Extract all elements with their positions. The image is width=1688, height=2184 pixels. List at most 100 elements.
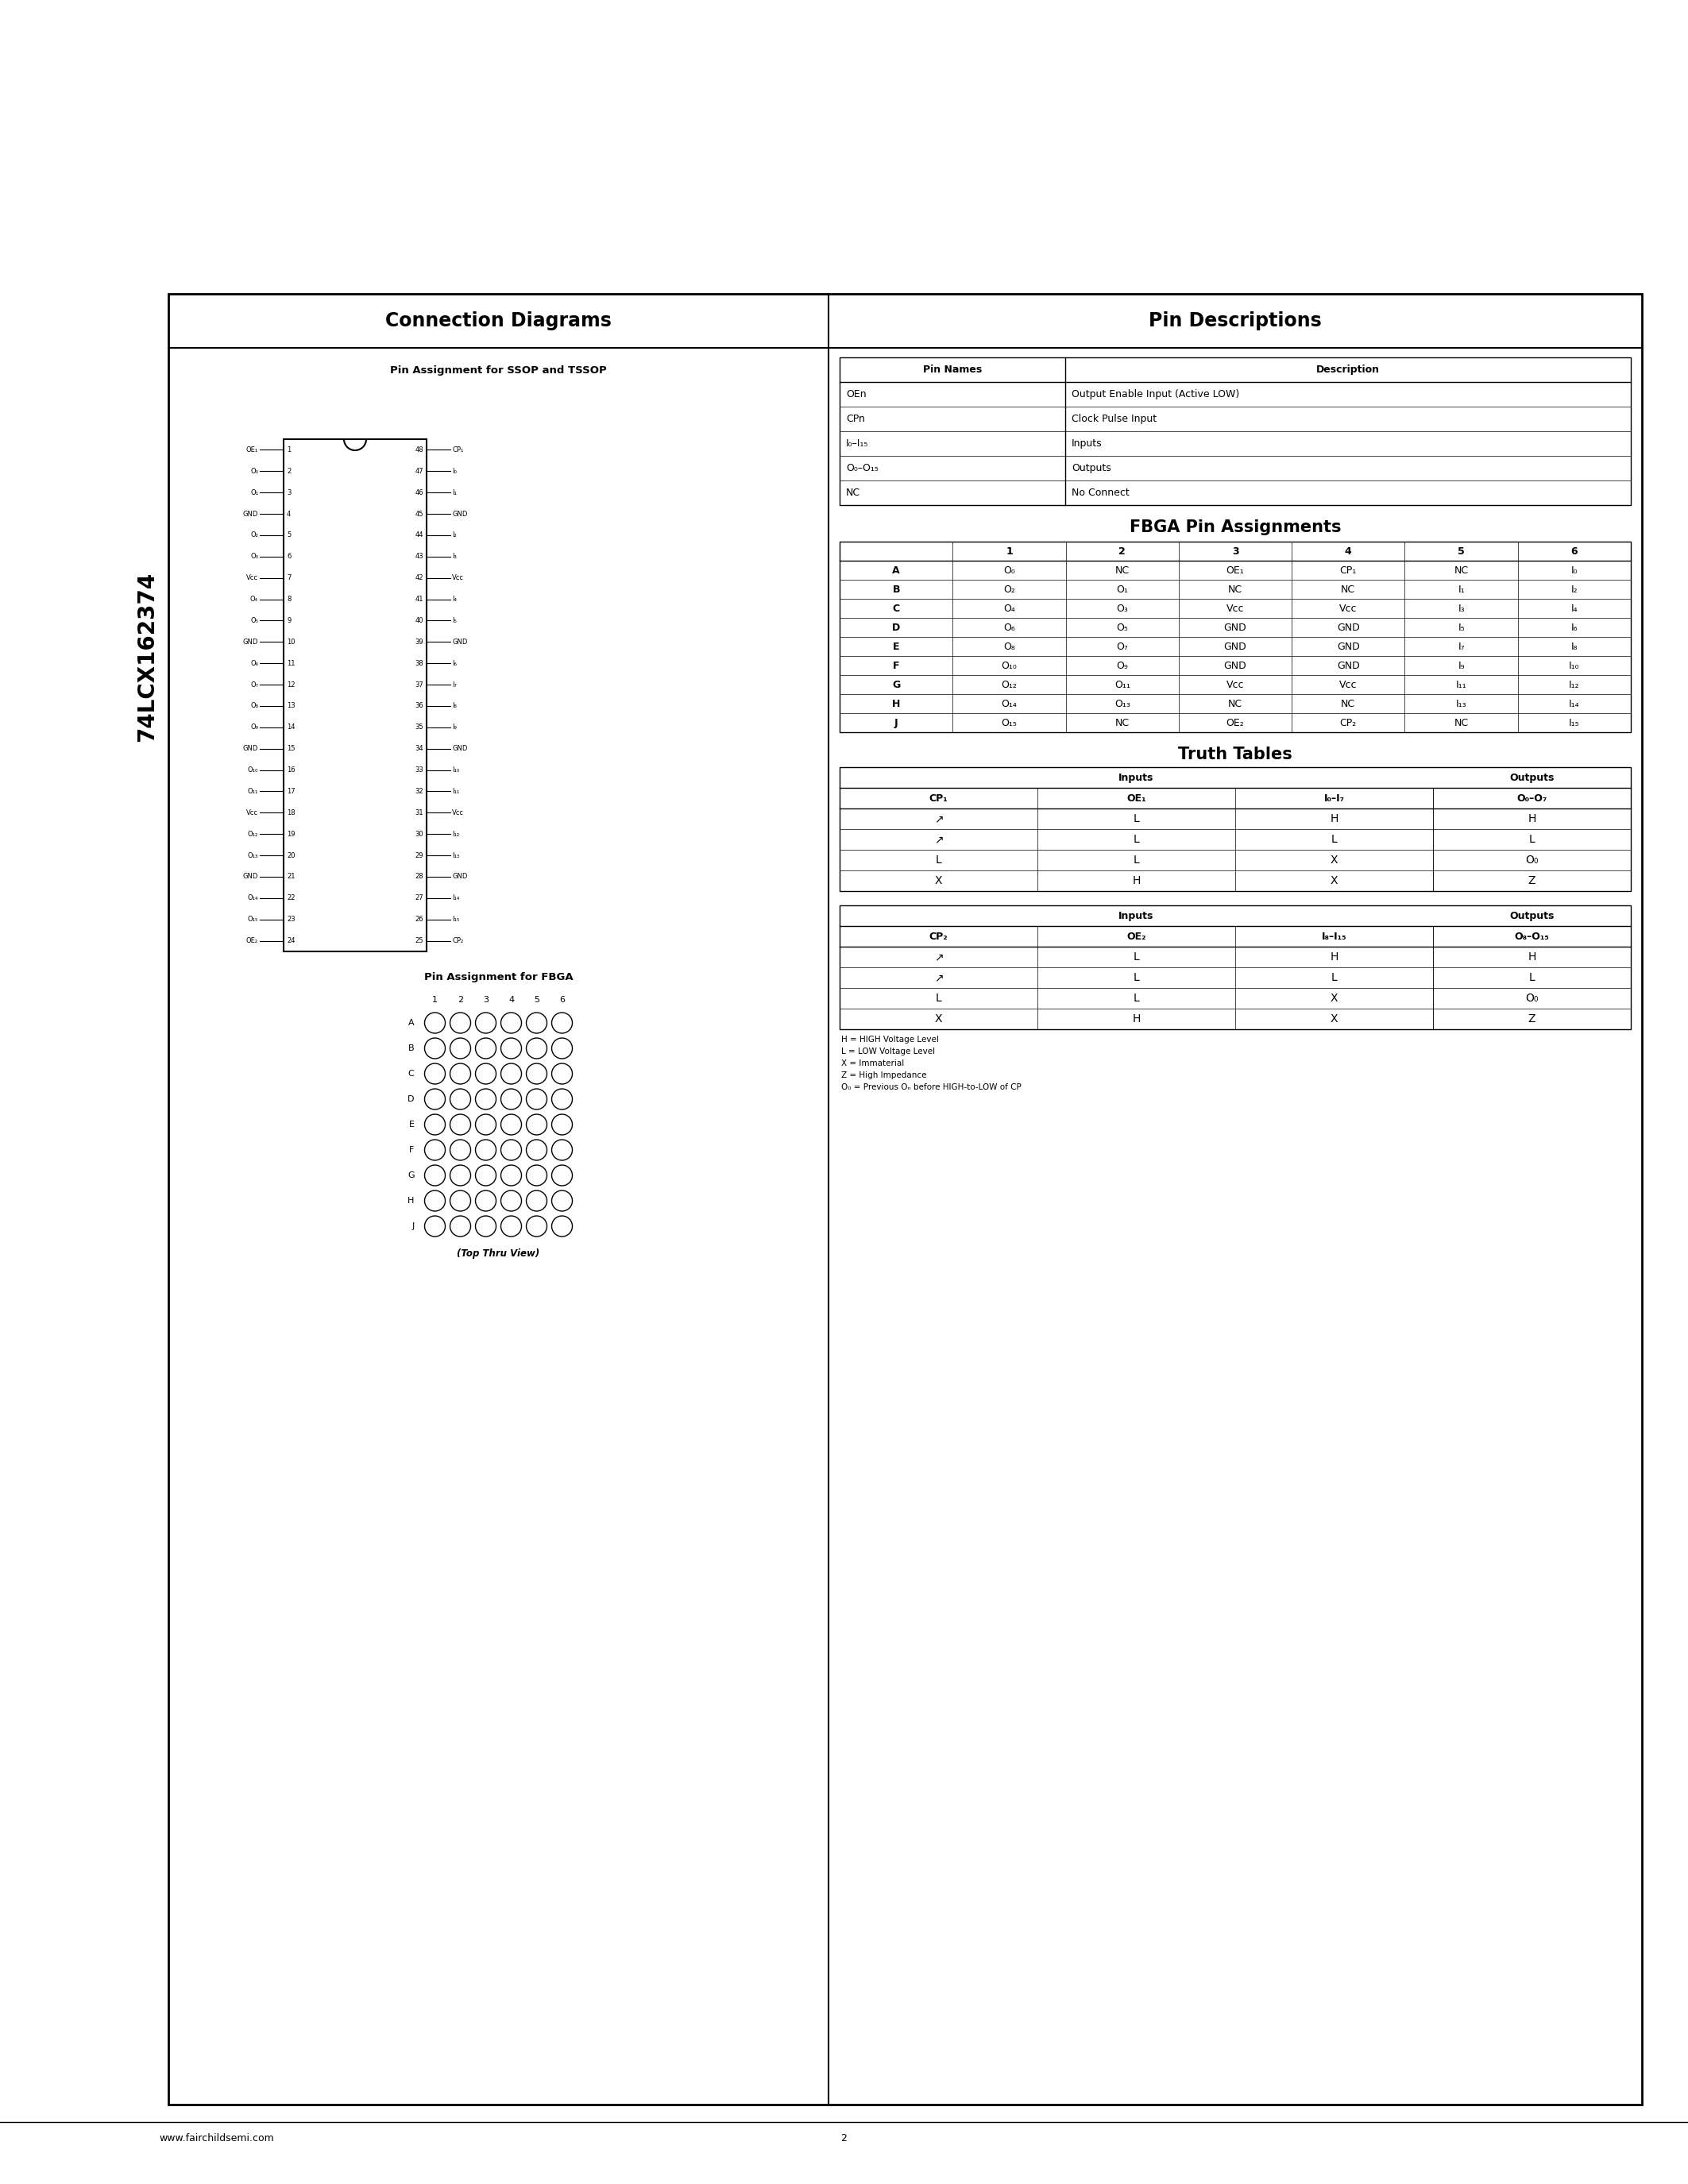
Text: ↗: ↗ [933, 952, 944, 963]
Text: I₄: I₄ [1572, 603, 1578, 614]
Text: O₁₅: O₁₅ [1001, 719, 1018, 727]
Text: L: L [1133, 812, 1139, 823]
Text: NC: NC [1116, 566, 1129, 574]
Text: O₁: O₁ [1116, 583, 1128, 594]
Text: ↗: ↗ [933, 972, 944, 983]
Text: 44: 44 [415, 531, 424, 539]
Bar [839, 542, 1631, 732]
Circle shape [451, 1064, 471, 1083]
Circle shape [476, 1064, 496, 1083]
Text: I₅: I₅ [1458, 622, 1465, 633]
Text: O₁₀: O₁₀ [248, 767, 258, 773]
Circle shape [451, 1190, 471, 1212]
Text: Vᴄᴄ: Vᴄᴄ [246, 574, 258, 581]
Text: O₁₄: O₁₄ [1001, 699, 1018, 710]
Circle shape [425, 1190, 446, 1212]
Circle shape [527, 1190, 547, 1212]
Text: Outputs: Outputs [1072, 463, 1111, 474]
Text: O₇: O₇ [250, 681, 258, 688]
Circle shape [425, 1090, 446, 1109]
Text: Pin Names: Pin Names [923, 365, 982, 376]
Circle shape [552, 1064, 572, 1083]
Circle shape [476, 1037, 496, 1059]
Text: GND: GND [1337, 660, 1359, 670]
Text: O₁₂: O₁₂ [1001, 679, 1018, 690]
Text: I₇: I₇ [452, 681, 457, 688]
Text: CP₂: CP₂ [928, 930, 949, 941]
Text: E: E [408, 1120, 414, 1129]
Text: H: H [1133, 1013, 1141, 1024]
Circle shape [501, 1140, 522, 1160]
Circle shape [476, 1114, 496, 1136]
Text: OE₂: OE₂ [1126, 930, 1146, 941]
Text: 11: 11 [287, 660, 295, 666]
Text: L: L [935, 994, 942, 1005]
Circle shape [552, 1164, 572, 1186]
Circle shape [527, 1114, 547, 1136]
Circle shape [552, 1013, 572, 1033]
Text: A: A [408, 1020, 414, 1026]
Bar [169, 295, 1642, 2105]
Text: L: L [1133, 952, 1139, 963]
Text: GND: GND [1224, 622, 1247, 633]
Text: 20: 20 [287, 852, 295, 858]
Text: I₃: I₃ [452, 553, 456, 559]
Text: I₁₄: I₁₄ [1568, 699, 1580, 710]
Circle shape [425, 1140, 446, 1160]
Text: 6: 6 [559, 996, 565, 1005]
Text: 2: 2 [1119, 546, 1126, 557]
Text: 21: 21 [287, 874, 295, 880]
Text: GND: GND [452, 874, 468, 880]
Circle shape [552, 1216, 572, 1236]
Text: Vᴄᴄ: Vᴄᴄ [1225, 679, 1244, 690]
Text: 1: 1 [287, 446, 290, 454]
Text: H = HIGH Voltage Level: H = HIGH Voltage Level [841, 1035, 939, 1044]
Bar [839, 906, 1631, 1029]
Text: I₈–I₁₅: I₈–I₁₅ [1322, 930, 1347, 941]
Text: 1: 1 [1006, 546, 1013, 557]
Text: 2: 2 [287, 467, 290, 474]
Text: I₀: I₀ [452, 467, 457, 474]
Text: I₁₅: I₁₅ [1568, 719, 1580, 727]
Text: X: X [935, 1013, 942, 1024]
Text: L: L [1332, 834, 1337, 845]
Text: NC: NC [1340, 699, 1355, 710]
Text: I₁: I₁ [1458, 583, 1465, 594]
Text: 43: 43 [415, 553, 424, 559]
Text: L: L [1133, 854, 1139, 865]
Text: 9: 9 [287, 618, 290, 625]
Text: O₃: O₃ [1116, 603, 1128, 614]
Circle shape [425, 1037, 446, 1059]
Circle shape [451, 1216, 471, 1236]
Text: L: L [1133, 994, 1139, 1005]
Text: C: C [408, 1070, 414, 1077]
Text: 36: 36 [415, 703, 424, 710]
Text: H: H [891, 699, 900, 710]
Text: O₀–O₁₅: O₀–O₁₅ [846, 463, 878, 474]
Circle shape [425, 1114, 446, 1136]
Text: O₈: O₈ [250, 703, 258, 710]
Text: B: B [408, 1044, 414, 1053]
Text: I₁₂: I₁₂ [452, 830, 459, 839]
Text: 17: 17 [287, 788, 295, 795]
Text: L: L [1133, 972, 1139, 983]
Text: L: L [1133, 834, 1139, 845]
Text: O₀: O₀ [1526, 994, 1538, 1005]
Text: www.fairchildsemi.com: www.fairchildsemi.com [159, 2134, 273, 2143]
Text: F: F [893, 660, 900, 670]
Circle shape [501, 1064, 522, 1083]
Text: O₂: O₂ [250, 531, 258, 539]
Text: 13: 13 [287, 703, 295, 710]
Text: Z = High Impedance: Z = High Impedance [841, 1072, 927, 1079]
Text: X: X [1330, 994, 1339, 1005]
Circle shape [501, 1037, 522, 1059]
Circle shape [527, 1140, 547, 1160]
Text: No Connect: No Connect [1072, 487, 1129, 498]
Text: O₈–O₁₅: O₈–O₁₅ [1514, 930, 1550, 941]
Text: I₄: I₄ [452, 596, 457, 603]
Text: L = LOW Voltage Level: L = LOW Voltage Level [841, 1048, 935, 1055]
Circle shape [451, 1114, 471, 1136]
Text: O₂: O₂ [1003, 583, 1014, 594]
Text: 74LCX162374: 74LCX162374 [135, 572, 159, 743]
Text: I₃: I₃ [1458, 603, 1465, 614]
